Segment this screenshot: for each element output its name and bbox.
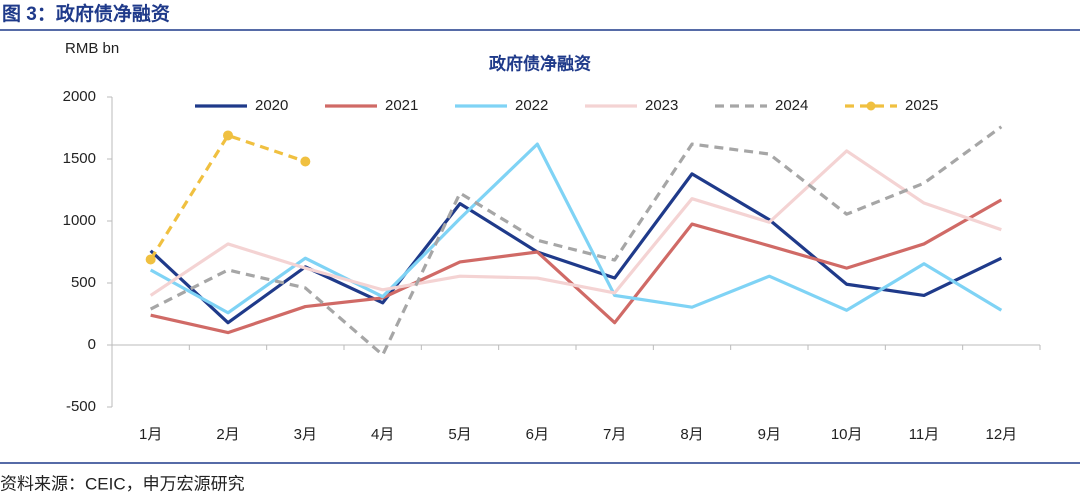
series-line xyxy=(149,125,1003,357)
y-tick-label: 0 xyxy=(88,336,96,353)
series-line xyxy=(149,172,1003,325)
series-line xyxy=(149,142,1003,315)
series-marker xyxy=(223,130,233,141)
y-tick-label: 1000 xyxy=(63,212,96,229)
legend-label: 2022 xyxy=(515,97,548,114)
y-axis-label: RMB bn xyxy=(65,40,119,57)
x-tick-label: 12月 xyxy=(985,426,1017,443)
source-note: 资料来源：CEIC，申万宏源研究 xyxy=(0,474,245,493)
legend-label: 2025 xyxy=(905,97,938,114)
figure-caption: 图 3：政府债净融资 xyxy=(2,2,170,25)
legend-marker xyxy=(866,101,876,111)
x-tick-label: 2月 xyxy=(216,426,239,443)
x-tick-label: 9月 xyxy=(758,426,781,443)
legend-label: 2021 xyxy=(385,97,418,114)
series-marker xyxy=(300,156,311,167)
legend-label: 2023 xyxy=(645,97,678,114)
series-line xyxy=(149,133,306,261)
series-line xyxy=(149,149,1002,297)
series-marker xyxy=(145,254,156,265)
x-tick-label: 3月 xyxy=(294,426,317,443)
chart-title: 政府债净融资 xyxy=(489,53,591,73)
x-tick-label: 4月 xyxy=(371,426,394,443)
x-tick-label: 10月 xyxy=(831,426,863,443)
x-tick-label: 7月 xyxy=(603,426,626,443)
legend-label: 2020 xyxy=(255,97,288,114)
x-tick-label: 5月 xyxy=(448,426,471,443)
legend-label: 2024 xyxy=(775,97,808,114)
x-tick-label: 6月 xyxy=(526,426,549,443)
y-tick-label: -500 xyxy=(66,398,96,415)
y-tick-label: 2000 xyxy=(63,88,96,105)
series-line xyxy=(150,198,1003,335)
y-tick-label: 500 xyxy=(71,274,96,291)
x-tick-label: 1月 xyxy=(139,426,162,443)
x-tick-label: 11月 xyxy=(909,426,940,443)
y-tick-label: 1500 xyxy=(63,150,96,167)
x-tick-label: 8月 xyxy=(680,426,703,443)
